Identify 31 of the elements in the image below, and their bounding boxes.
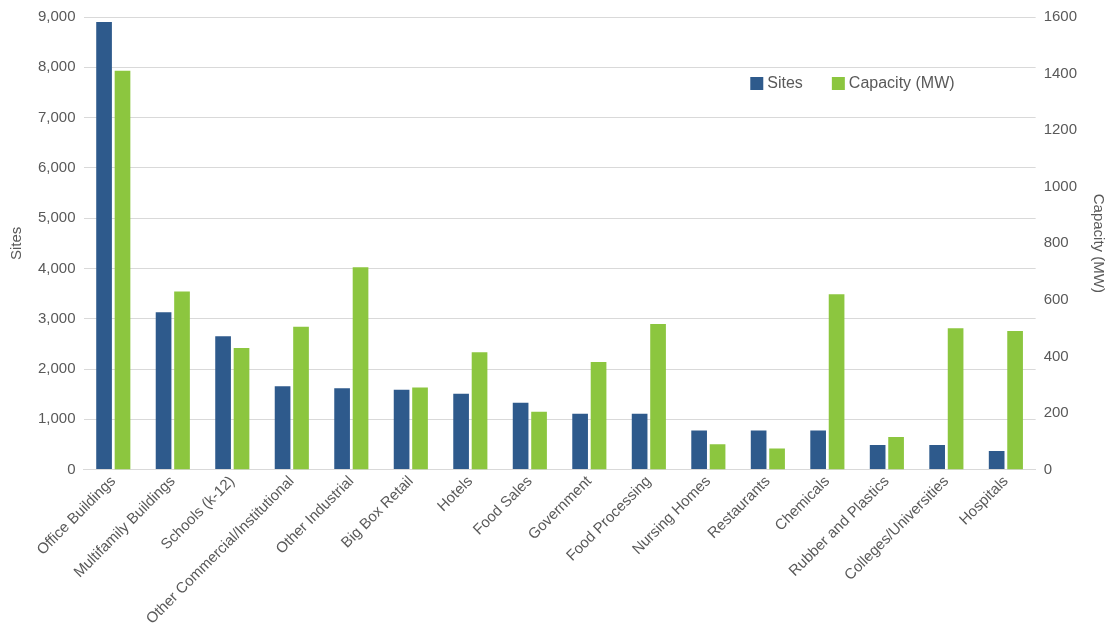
y-tick-label: 1,000 [37,409,76,427]
y2-tick-label: 1200 [1043,120,1078,138]
legend-label: Sites [767,74,803,92]
y-tick-label: 2,000 [37,359,76,377]
y-tick-label: 6,000 [37,158,76,176]
bar [810,430,826,470]
bar [1007,331,1023,470]
y-tick-label: 5,000 [37,208,76,226]
y2-tick-label: 1400 [1043,63,1078,81]
y-tick-label: 4,000 [37,258,76,276]
y2-tick-label: 400 [1043,346,1069,364]
y2-axis-title: Capacity (MW) [1090,193,1108,293]
y-tick-label: 9,000 [37,7,76,25]
bar [828,294,845,470]
y2-tick-label: 200 [1043,403,1069,421]
bar [929,444,945,470]
bar [650,323,666,470]
bar [947,328,964,470]
y-tick-label: 8,000 [37,57,76,75]
y-axis-title: Sites [7,226,25,260]
y2-tick-label: 600 [1043,290,1069,308]
y2-tick-label: 1600 [1043,7,1078,25]
y-tick-label: 3,000 [37,308,76,326]
y-tick-label: 7,000 [37,107,76,125]
y2-tick-label: 1000 [1043,176,1078,194]
bar [988,451,1005,470]
y2-tick-label: 0 [1043,459,1052,477]
legend-label: Capacity (MW) [848,74,955,92]
bar [352,267,369,470]
y-tick-label: 0 [67,459,76,477]
y2-tick-label: 800 [1043,233,1069,251]
